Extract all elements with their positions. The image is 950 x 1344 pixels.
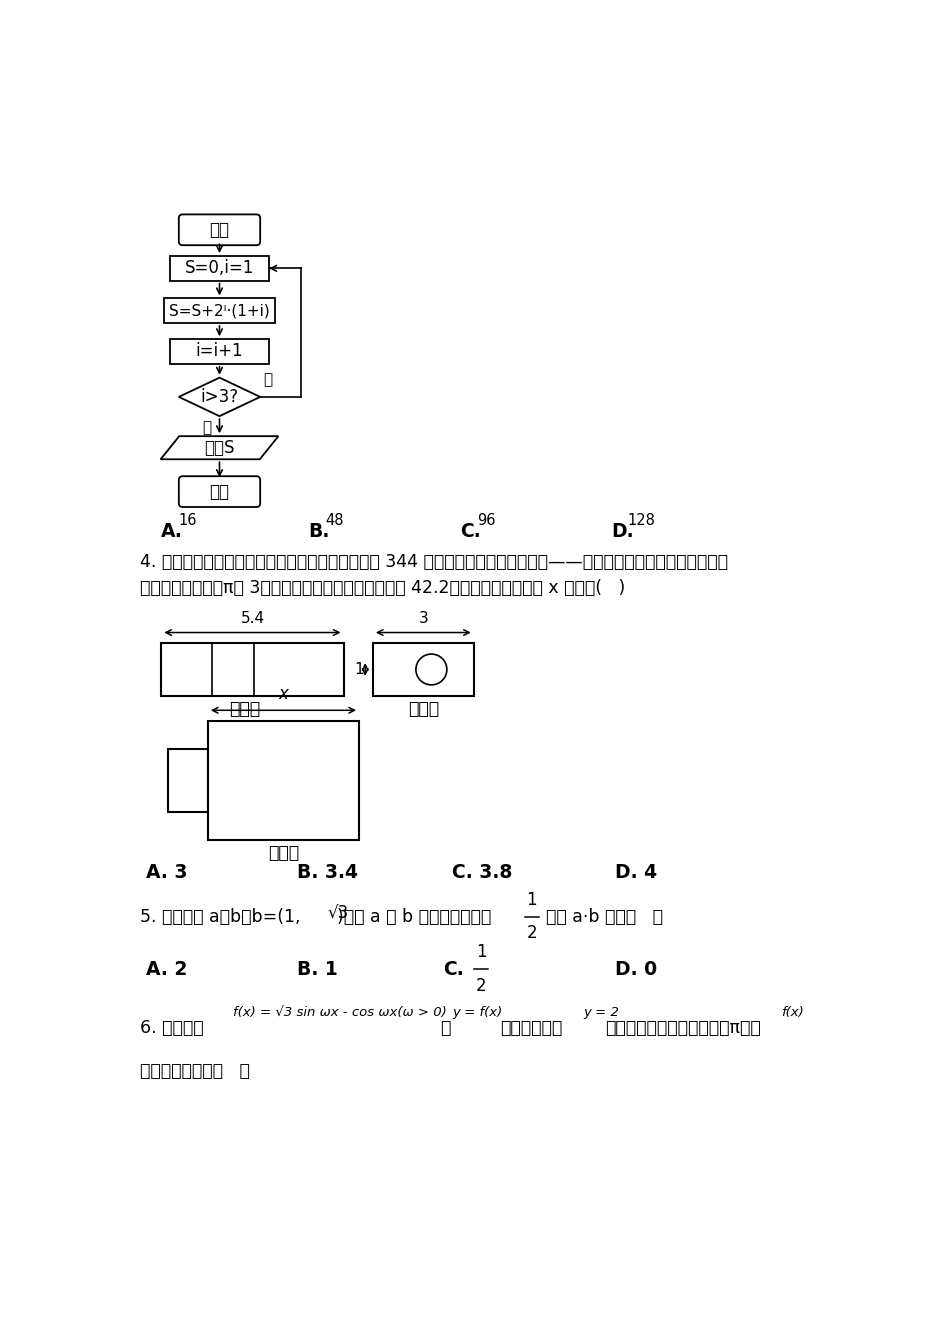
FancyBboxPatch shape xyxy=(179,476,260,507)
Text: （单位：寸），若π取 3，当该量器口密闭时其表面积为 42.2（平方寸），则图中 x 的值为(   ): （单位：寸），若π取 3，当该量器口密闭时其表面积为 42.2（平方寸），则图中… xyxy=(141,579,626,597)
Text: 1: 1 xyxy=(476,943,486,961)
Text: 6. 已知函数: 6. 已知函数 xyxy=(141,1019,204,1038)
Text: 5.4: 5.4 xyxy=(240,610,264,625)
Text: 3: 3 xyxy=(418,610,428,625)
Text: f(x): f(x) xyxy=(781,1007,804,1019)
Text: 128: 128 xyxy=(628,513,656,528)
Text: A. 3: A. 3 xyxy=(146,863,187,882)
Text: D. 4: D. 4 xyxy=(615,863,656,882)
Bar xyxy=(164,298,275,323)
Text: 1: 1 xyxy=(526,891,537,909)
Text: 否: 否 xyxy=(264,372,273,387)
Text: C.: C. xyxy=(443,960,464,978)
Text: B.: B. xyxy=(309,523,330,542)
Text: 的两个相邻交点的距离等于π，则: 的两个相邻交点的距离等于π，则 xyxy=(605,1019,761,1038)
Text: D.: D. xyxy=(611,523,634,542)
Polygon shape xyxy=(161,437,278,460)
Text: B. 3.4: B. 3.4 xyxy=(297,863,358,882)
Text: y = f(x): y = f(x) xyxy=(452,1007,503,1019)
FancyBboxPatch shape xyxy=(179,215,260,245)
Text: 的一条对称轴是（   ）: 的一条对称轴是（ ） xyxy=(141,1062,250,1081)
Text: S=0,i=1: S=0,i=1 xyxy=(185,259,255,277)
Text: 俯视图: 俯视图 xyxy=(268,844,299,863)
Text: B. 1: B. 1 xyxy=(297,960,338,978)
Text: A.: A. xyxy=(162,523,183,542)
Text: ，则 a·b 等于（   ）: ，则 a·b 等于（ ） xyxy=(546,907,663,926)
Text: C. 3.8: C. 3.8 xyxy=(452,863,512,882)
Text: 输出S: 输出S xyxy=(204,438,235,457)
Bar xyxy=(162,644,344,696)
Text: √3: √3 xyxy=(328,905,350,922)
Bar xyxy=(373,644,474,696)
Polygon shape xyxy=(179,378,260,417)
Text: S=S+2ᴵ·(1+i): S=S+2ᴵ·(1+i) xyxy=(169,304,270,319)
Bar xyxy=(208,722,359,840)
Text: 4. 中国古代数学名著《九章算术》中记载了公元前 344 年商鞅督造的一种标准量器——商鞅铜方升，其三视图如图所示: 4. 中国古代数学名著《九章算术》中记载了公元前 344 年商鞅督造的一种标准量… xyxy=(141,554,729,571)
Bar xyxy=(170,339,269,364)
Text: 1: 1 xyxy=(354,663,364,677)
Bar xyxy=(167,749,208,812)
Circle shape xyxy=(416,655,446,685)
Bar xyxy=(170,255,269,281)
Text: 是: 是 xyxy=(202,419,212,435)
Text: i=i+1: i=i+1 xyxy=(196,343,243,360)
Text: 2: 2 xyxy=(476,977,486,995)
Text: C.: C. xyxy=(460,523,481,542)
Text: 96: 96 xyxy=(477,513,495,528)
Text: ，: ， xyxy=(441,1019,450,1038)
Text: f(x) = √3 sin ωx - cos ωx(ω > 0): f(x) = √3 sin ωx - cos ωx(ω > 0) xyxy=(234,1007,447,1019)
Text: 2: 2 xyxy=(526,925,537,942)
Text: y = 2: y = 2 xyxy=(583,1007,619,1019)
Text: A. 2: A. 2 xyxy=(146,960,187,978)
Text: 开始: 开始 xyxy=(210,220,230,239)
Text: 5. 已知向量 a，b，b=(1,: 5. 已知向量 a，b，b=(1, xyxy=(141,907,312,926)
Text: 侧视图: 侧视图 xyxy=(408,699,439,718)
Text: 48: 48 xyxy=(326,513,344,528)
Text: )，且 a 在 b 方向上的投影为: )，且 a 在 b 方向上的投影为 xyxy=(337,907,491,926)
Text: i>3?: i>3? xyxy=(200,388,238,406)
Text: x: x xyxy=(278,685,289,703)
Text: 结束: 结束 xyxy=(210,482,230,500)
Text: 的图象与直线: 的图象与直线 xyxy=(500,1019,562,1038)
Text: 正视图: 正视图 xyxy=(229,699,260,718)
Text: 16: 16 xyxy=(179,513,197,528)
Text: D. 0: D. 0 xyxy=(615,960,656,978)
